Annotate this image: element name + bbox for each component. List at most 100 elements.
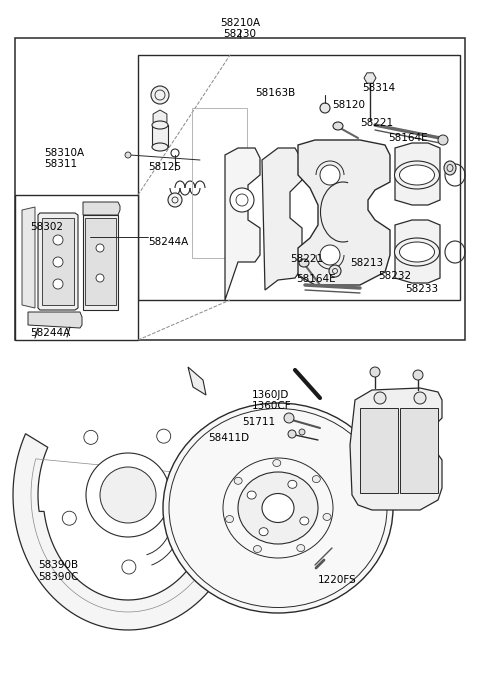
Circle shape: [53, 279, 63, 289]
Text: 1360CF: 1360CF: [252, 401, 292, 411]
Circle shape: [96, 274, 104, 282]
Bar: [15, 38, 465, 340]
Circle shape: [288, 430, 296, 438]
Text: 58120: 58120: [332, 100, 365, 110]
Text: 58314: 58314: [362, 83, 395, 93]
Ellipse shape: [247, 491, 256, 499]
Text: 58164E: 58164E: [388, 133, 428, 143]
Circle shape: [370, 367, 380, 377]
Ellipse shape: [234, 477, 242, 484]
Text: 58221: 58221: [360, 118, 393, 128]
Bar: [85, 218, 116, 305]
Ellipse shape: [297, 545, 305, 551]
Polygon shape: [350, 388, 442, 510]
Polygon shape: [22, 207, 35, 308]
Polygon shape: [83, 215, 118, 310]
Ellipse shape: [299, 259, 309, 267]
Text: 58411D: 58411D: [208, 433, 249, 443]
Circle shape: [122, 560, 136, 574]
Ellipse shape: [312, 475, 320, 483]
Ellipse shape: [333, 122, 343, 130]
Polygon shape: [395, 220, 440, 283]
Circle shape: [84, 430, 98, 445]
Circle shape: [320, 245, 340, 265]
Circle shape: [414, 392, 426, 404]
Circle shape: [413, 370, 423, 380]
Ellipse shape: [253, 545, 262, 553]
Text: 58390B: 58390B: [38, 560, 78, 570]
Text: 58210A: 58210A: [220, 18, 260, 28]
Ellipse shape: [444, 161, 456, 175]
Polygon shape: [225, 148, 260, 300]
Ellipse shape: [226, 516, 234, 523]
Text: 58125: 58125: [148, 162, 181, 172]
Circle shape: [96, 244, 104, 252]
Circle shape: [284, 413, 294, 423]
Circle shape: [329, 265, 341, 277]
Text: 1360JD: 1360JD: [252, 390, 289, 400]
Polygon shape: [395, 143, 440, 205]
Ellipse shape: [152, 121, 168, 129]
Bar: [192, 108, 247, 258]
Bar: [138, 55, 460, 300]
Bar: [360, 408, 398, 493]
Text: 58390C: 58390C: [38, 572, 78, 582]
Circle shape: [53, 257, 63, 267]
Bar: [400, 408, 438, 493]
Circle shape: [299, 429, 305, 435]
Polygon shape: [298, 140, 390, 285]
Circle shape: [320, 103, 330, 113]
Ellipse shape: [323, 514, 331, 521]
Text: 58244A: 58244A: [30, 328, 70, 338]
Text: 58164E: 58164E: [296, 274, 336, 284]
Circle shape: [168, 193, 182, 207]
Circle shape: [180, 509, 194, 523]
Ellipse shape: [163, 403, 393, 613]
Text: 58302: 58302: [30, 222, 63, 232]
Ellipse shape: [395, 161, 440, 189]
Polygon shape: [83, 202, 120, 215]
Ellipse shape: [288, 480, 297, 488]
Circle shape: [320, 165, 340, 185]
Ellipse shape: [273, 460, 281, 466]
Polygon shape: [262, 148, 302, 290]
Polygon shape: [188, 367, 206, 395]
Polygon shape: [28, 312, 82, 328]
Polygon shape: [13, 434, 243, 630]
Bar: [15, 195, 138, 340]
Ellipse shape: [399, 165, 434, 185]
Ellipse shape: [238, 472, 318, 544]
Text: 58310A: 58310A: [44, 148, 84, 158]
Bar: [152, 125, 168, 147]
Polygon shape: [153, 110, 167, 126]
Circle shape: [100, 467, 156, 523]
Ellipse shape: [262, 493, 294, 523]
Text: 58311: 58311: [44, 159, 77, 169]
Circle shape: [86, 453, 170, 537]
Circle shape: [53, 235, 63, 245]
Text: 58232: 58232: [378, 271, 411, 281]
Ellipse shape: [152, 143, 168, 151]
Circle shape: [157, 429, 171, 443]
Text: 58244A: 58244A: [148, 237, 188, 247]
Circle shape: [438, 135, 448, 145]
Polygon shape: [38, 213, 78, 310]
Text: 58233: 58233: [405, 284, 438, 294]
Ellipse shape: [300, 517, 309, 525]
Bar: [42, 218, 74, 305]
Circle shape: [230, 188, 254, 212]
Polygon shape: [364, 73, 376, 83]
Ellipse shape: [259, 527, 268, 536]
Text: 58230: 58230: [224, 29, 256, 39]
Circle shape: [374, 392, 386, 404]
Text: 58213: 58213: [350, 258, 383, 268]
Circle shape: [62, 511, 76, 525]
Circle shape: [151, 86, 169, 104]
Ellipse shape: [395, 238, 440, 266]
Ellipse shape: [399, 242, 434, 262]
Text: 58163B: 58163B: [255, 88, 295, 98]
Text: 51711: 51711: [242, 417, 275, 427]
Text: 1220FS: 1220FS: [318, 575, 357, 585]
Text: 58221: 58221: [290, 254, 323, 264]
Circle shape: [125, 152, 131, 158]
